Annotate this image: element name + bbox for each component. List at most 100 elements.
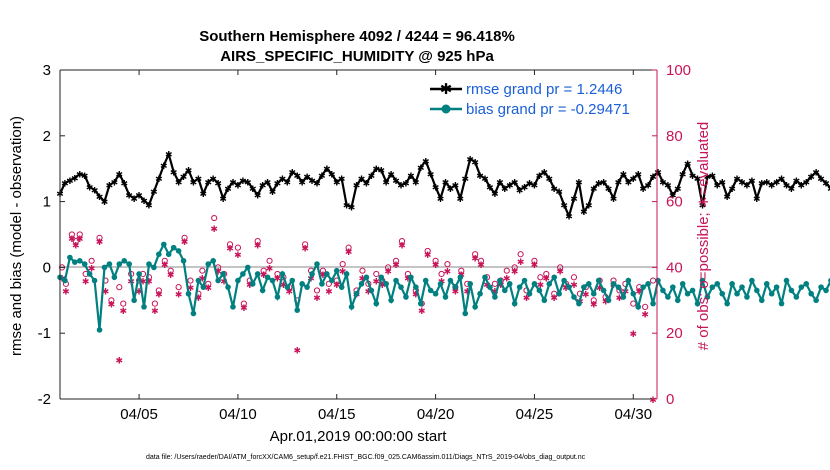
bias-point	[803, 281, 810, 287]
bias-point	[309, 271, 315, 277]
obs-possible-point	[642, 303, 649, 310]
bias-point	[758, 297, 765, 304]
bias-point	[368, 287, 375, 294]
bias-point	[660, 287, 666, 294]
bias-point	[551, 274, 558, 281]
rmse-point: ✱	[234, 182, 242, 192]
rmse-point: ✱	[204, 178, 212, 188]
x-tick-label: 04/15	[318, 406, 356, 423]
obs-evaluated-point: ✱	[274, 274, 282, 284]
rmse-point: ✱	[783, 182, 791, 192]
bias-point	[210, 258, 217, 264]
obs-evaluated-point: ✱	[319, 271, 327, 281]
obs-evaluated-point: ✱	[116, 357, 124, 367]
obs-evaluated-point: ✱	[531, 261, 539, 271]
bias-point	[714, 281, 721, 287]
bias-point	[610, 281, 617, 287]
obs-evaluated-point: ✱	[155, 291, 163, 301]
rmse-point: ✱	[343, 201, 351, 211]
rmse-point: ✱	[274, 180, 282, 190]
rmse-point: ✱	[224, 185, 232, 195]
bias-point	[427, 287, 434, 294]
bias-point	[121, 258, 128, 264]
rmse-point: ✱	[822, 180, 830, 190]
bias-point	[383, 281, 389, 287]
bias-point	[729, 281, 735, 287]
rmse-point: ✱	[575, 178, 583, 188]
obs-possible-point	[477, 257, 485, 264]
rmse-point: ✱	[397, 182, 405, 192]
bias-point	[521, 277, 528, 284]
rmse-point: ✱	[798, 182, 806, 192]
rmse-point: ✱	[457, 195, 465, 205]
bias-point	[808, 290, 814, 297]
bias-point	[329, 277, 335, 284]
bias-point	[289, 277, 296, 284]
bias-point	[388, 297, 394, 304]
rmse-line	[59, 150, 830, 220]
bias-point	[778, 300, 785, 307]
obs-possible-point	[537, 274, 544, 281]
obs-evaluated-point: ✱	[195, 294, 203, 304]
obs-evaluated-point: ✱	[365, 287, 373, 297]
rmse-point: ✱	[590, 185, 598, 195]
rmse-point: ✱	[289, 168, 297, 178]
bias-point	[244, 264, 251, 271]
rmse-point: ✱	[254, 192, 262, 202]
rmse-point: ✱	[165, 151, 173, 161]
rmse-point: ✱	[106, 182, 114, 192]
obs-evaluated-point: ✱	[313, 294, 321, 304]
rmse-point: ✱	[625, 178, 633, 188]
obs-evaluated-point: ✱	[517, 258, 525, 268]
rmse-point: ✱	[743, 182, 751, 192]
rmse-point: ✱	[600, 178, 608, 188]
rmse-point: ✱	[442, 178, 450, 188]
bias-point	[526, 290, 533, 297]
obs-possible-point	[444, 261, 451, 268]
ticks-layer: 04/05 04/10 04/15 04/20 04/25 04/30 3 2 1 0 -1 -2 10…	[38, 62, 691, 423]
data-file-footer: data file: /Users/raeder/DAI/ATM_forcXX/…	[146, 454, 586, 461]
obs-possible-point	[319, 267, 327, 274]
bias-point	[497, 277, 503, 284]
bias-point	[506, 281, 513, 287]
obs-possible-point	[167, 267, 174, 274]
obs-possible-point	[557, 264, 564, 271]
obs-evaluated-point: ✱	[463, 287, 471, 297]
rmse-point: ✱	[644, 182, 652, 192]
obs-evaluated-point: ✱	[404, 274, 412, 284]
bias-point	[422, 277, 429, 284]
bias-point	[324, 271, 330, 277]
obs-possible-point	[398, 237, 406, 245]
rmse-point: ✱	[748, 177, 756, 187]
obs-possible-point	[187, 277, 194, 284]
legend-bias-marker	[441, 104, 451, 114]
bias-point	[472, 304, 478, 310]
obs-evaluated-point: ✱	[384, 268, 392, 278]
obs-evaluated-point: ✱	[418, 307, 426, 317]
obs-evaluated-point: ✱	[590, 301, 598, 311]
rmse-point: ✱	[387, 170, 395, 180]
bias-point	[788, 287, 795, 294]
bias-point	[556, 290, 562, 297]
bias-point	[358, 281, 365, 287]
x-tick-label: 04/25	[516, 406, 554, 423]
bias-point	[131, 297, 137, 304]
bias-point	[220, 271, 226, 277]
bias-point	[343, 271, 350, 277]
bias-point	[576, 300, 582, 307]
rmse-point: ✱	[308, 177, 316, 187]
rmse-point: ✱	[437, 195, 445, 205]
rmse-point: ✱	[728, 185, 736, 195]
rmse-point: ✱	[669, 192, 677, 202]
y-right-label: # of obs: o=possible; ∗=evaluated	[695, 122, 712, 351]
obs-possible-point	[260, 267, 267, 274]
obs-evaluated-point: ✱	[424, 251, 432, 261]
bias-point	[264, 274, 271, 281]
obs-evaluated-point: ✱	[550, 294, 558, 304]
rmse-point: ✱	[284, 178, 292, 188]
bias-point	[665, 294, 671, 300]
bias-point	[447, 277, 454, 284]
obs-evaluated-point: ✱	[175, 291, 183, 301]
bias-point	[566, 284, 572, 290]
